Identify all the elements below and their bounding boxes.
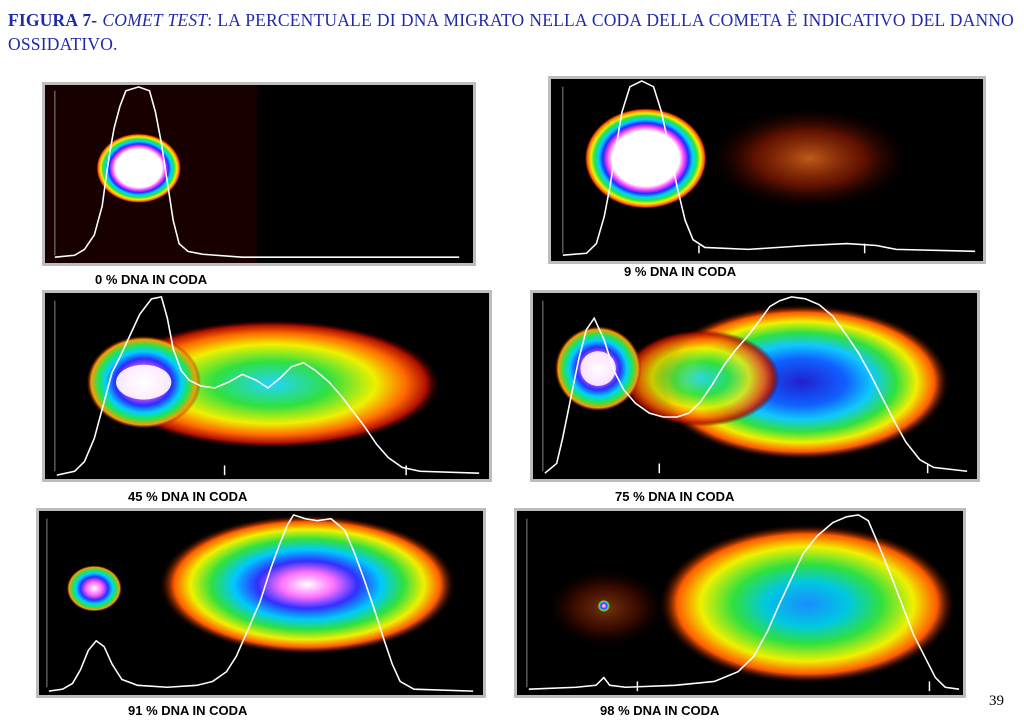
comet-head [66,565,122,612]
intensity-profile [562,80,976,256]
panel-label-75: 75 % DNA IN CODA [615,489,735,504]
comet-panel-91 [36,508,486,698]
caption-italic-term: COMET TEST [102,10,208,30]
panel-label-0: 0 % DNA IN CODA [95,272,208,287]
comet-tail [159,514,456,655]
intensity-profile [48,513,474,692]
page-number: 39 [989,693,1004,709]
comet-head [96,133,182,204]
intensity-profile [56,295,480,476]
panel-label-45: 45 % DNA IN CODA [128,489,248,504]
comet-tail [710,108,909,209]
panel-label-9: 9 % DNA IN CODA [624,264,737,279]
comet-panel-75 [530,290,980,482]
comet-head [584,108,707,209]
caption-text: : LA PERCENTUALE DI DNA MIGRATO NELLA CO… [8,10,1014,54]
figure-caption: FIGURA 7- COMET TEST: LA PERCENTUALE DI … [8,8,1014,56]
figure-label: FIGURA 7- [8,10,98,30]
comet-panel-98 [514,508,966,698]
comet-tail [659,524,956,684]
panel-label-91: 91 % DNA IN CODA [128,703,248,718]
intensity-profile [54,86,460,258]
comet-panel-0 [42,82,476,266]
intensity-profile [544,296,968,474]
comet-head [597,600,610,612]
comet-panel-45 [42,290,492,482]
comet-panel-9 [548,76,986,264]
panel-label-98: 98 % DNA IN CODA [600,703,720,718]
intensity-profile [528,514,960,690]
